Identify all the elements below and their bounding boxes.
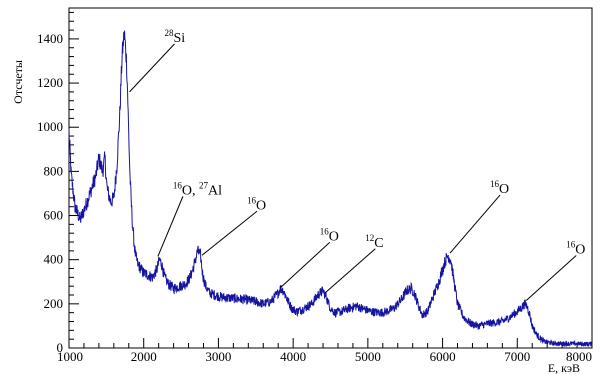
x-tick-label: 2000 xyxy=(131,349,157,364)
series-group xyxy=(68,29,593,348)
x-tick-label: 6000 xyxy=(430,349,456,364)
x-tick-label: 4000 xyxy=(280,349,306,364)
annotation-leader-line xyxy=(129,43,175,93)
annotation-label: 28Si xyxy=(165,28,186,46)
isotope-mass-number: 27 xyxy=(199,180,209,190)
annotation-label: 16O xyxy=(320,226,339,244)
annotation-leader-line xyxy=(201,210,258,256)
isotope-mass-number: 16 xyxy=(173,180,183,190)
y-axis: 0 200 400 600 800 1000 1200 1400 xyxy=(37,11,79,355)
annotation-leader-line xyxy=(279,242,331,289)
element-symbol: O xyxy=(329,229,339,244)
annotation-leader-line xyxy=(324,248,376,294)
element-symbol: O xyxy=(256,198,266,213)
y-tick-label: 1000 xyxy=(37,119,63,134)
annotation-label: 16O xyxy=(247,195,266,213)
isotope-mass-number: 12 xyxy=(365,233,374,243)
annotation-label: 16O, 27Al xyxy=(173,180,222,198)
isotope-mass-number: 28 xyxy=(165,28,175,38)
element-symbol: Al xyxy=(208,183,222,198)
y-tick-label: 1200 xyxy=(37,75,63,90)
plot-frame xyxy=(68,7,593,349)
annotation-leader-line xyxy=(525,255,577,301)
x-tick-label: 7000 xyxy=(504,349,530,364)
annotation-label: 12C xyxy=(365,233,383,251)
element-symbol: Si xyxy=(174,31,186,46)
y-axis-title: Отсчеты xyxy=(11,60,25,104)
x-axis-title: E, кэВ xyxy=(548,361,580,374)
spectrum-line xyxy=(68,29,593,348)
y-tick-label: 600 xyxy=(44,208,64,223)
element-symbol: O xyxy=(575,243,585,258)
annotation-label: 16O xyxy=(566,240,585,258)
isotope-mass-number: 16 xyxy=(490,179,500,189)
annotation-leader-line xyxy=(157,196,184,257)
y-tick-label: 200 xyxy=(44,296,64,311)
isotope-mass-number: 16 xyxy=(566,240,576,250)
annotation-leader-line xyxy=(449,194,501,254)
y-tick-label: 0 xyxy=(57,340,64,355)
element-symbol: C xyxy=(374,236,383,251)
x-axis: 1000 2000 3000 4000 5000 6000 7000 8000 xyxy=(57,338,593,364)
x-tick-label: 1000 xyxy=(57,349,83,364)
y-tick-label: 800 xyxy=(44,163,64,178)
isotope-mass-number: 16 xyxy=(320,226,330,236)
isotope-mass-number: 16 xyxy=(247,195,257,205)
element-symbol: O xyxy=(499,182,509,197)
element-symbol: O, xyxy=(182,183,199,198)
y-tick-label: 400 xyxy=(44,252,64,267)
y-tick-label: 1400 xyxy=(37,31,63,46)
x-tick-label: 3000 xyxy=(205,349,231,364)
annotation-label: 16O xyxy=(490,179,509,197)
x-tick-label: 5000 xyxy=(355,349,381,364)
x-tick-label: 8000 xyxy=(566,349,592,364)
